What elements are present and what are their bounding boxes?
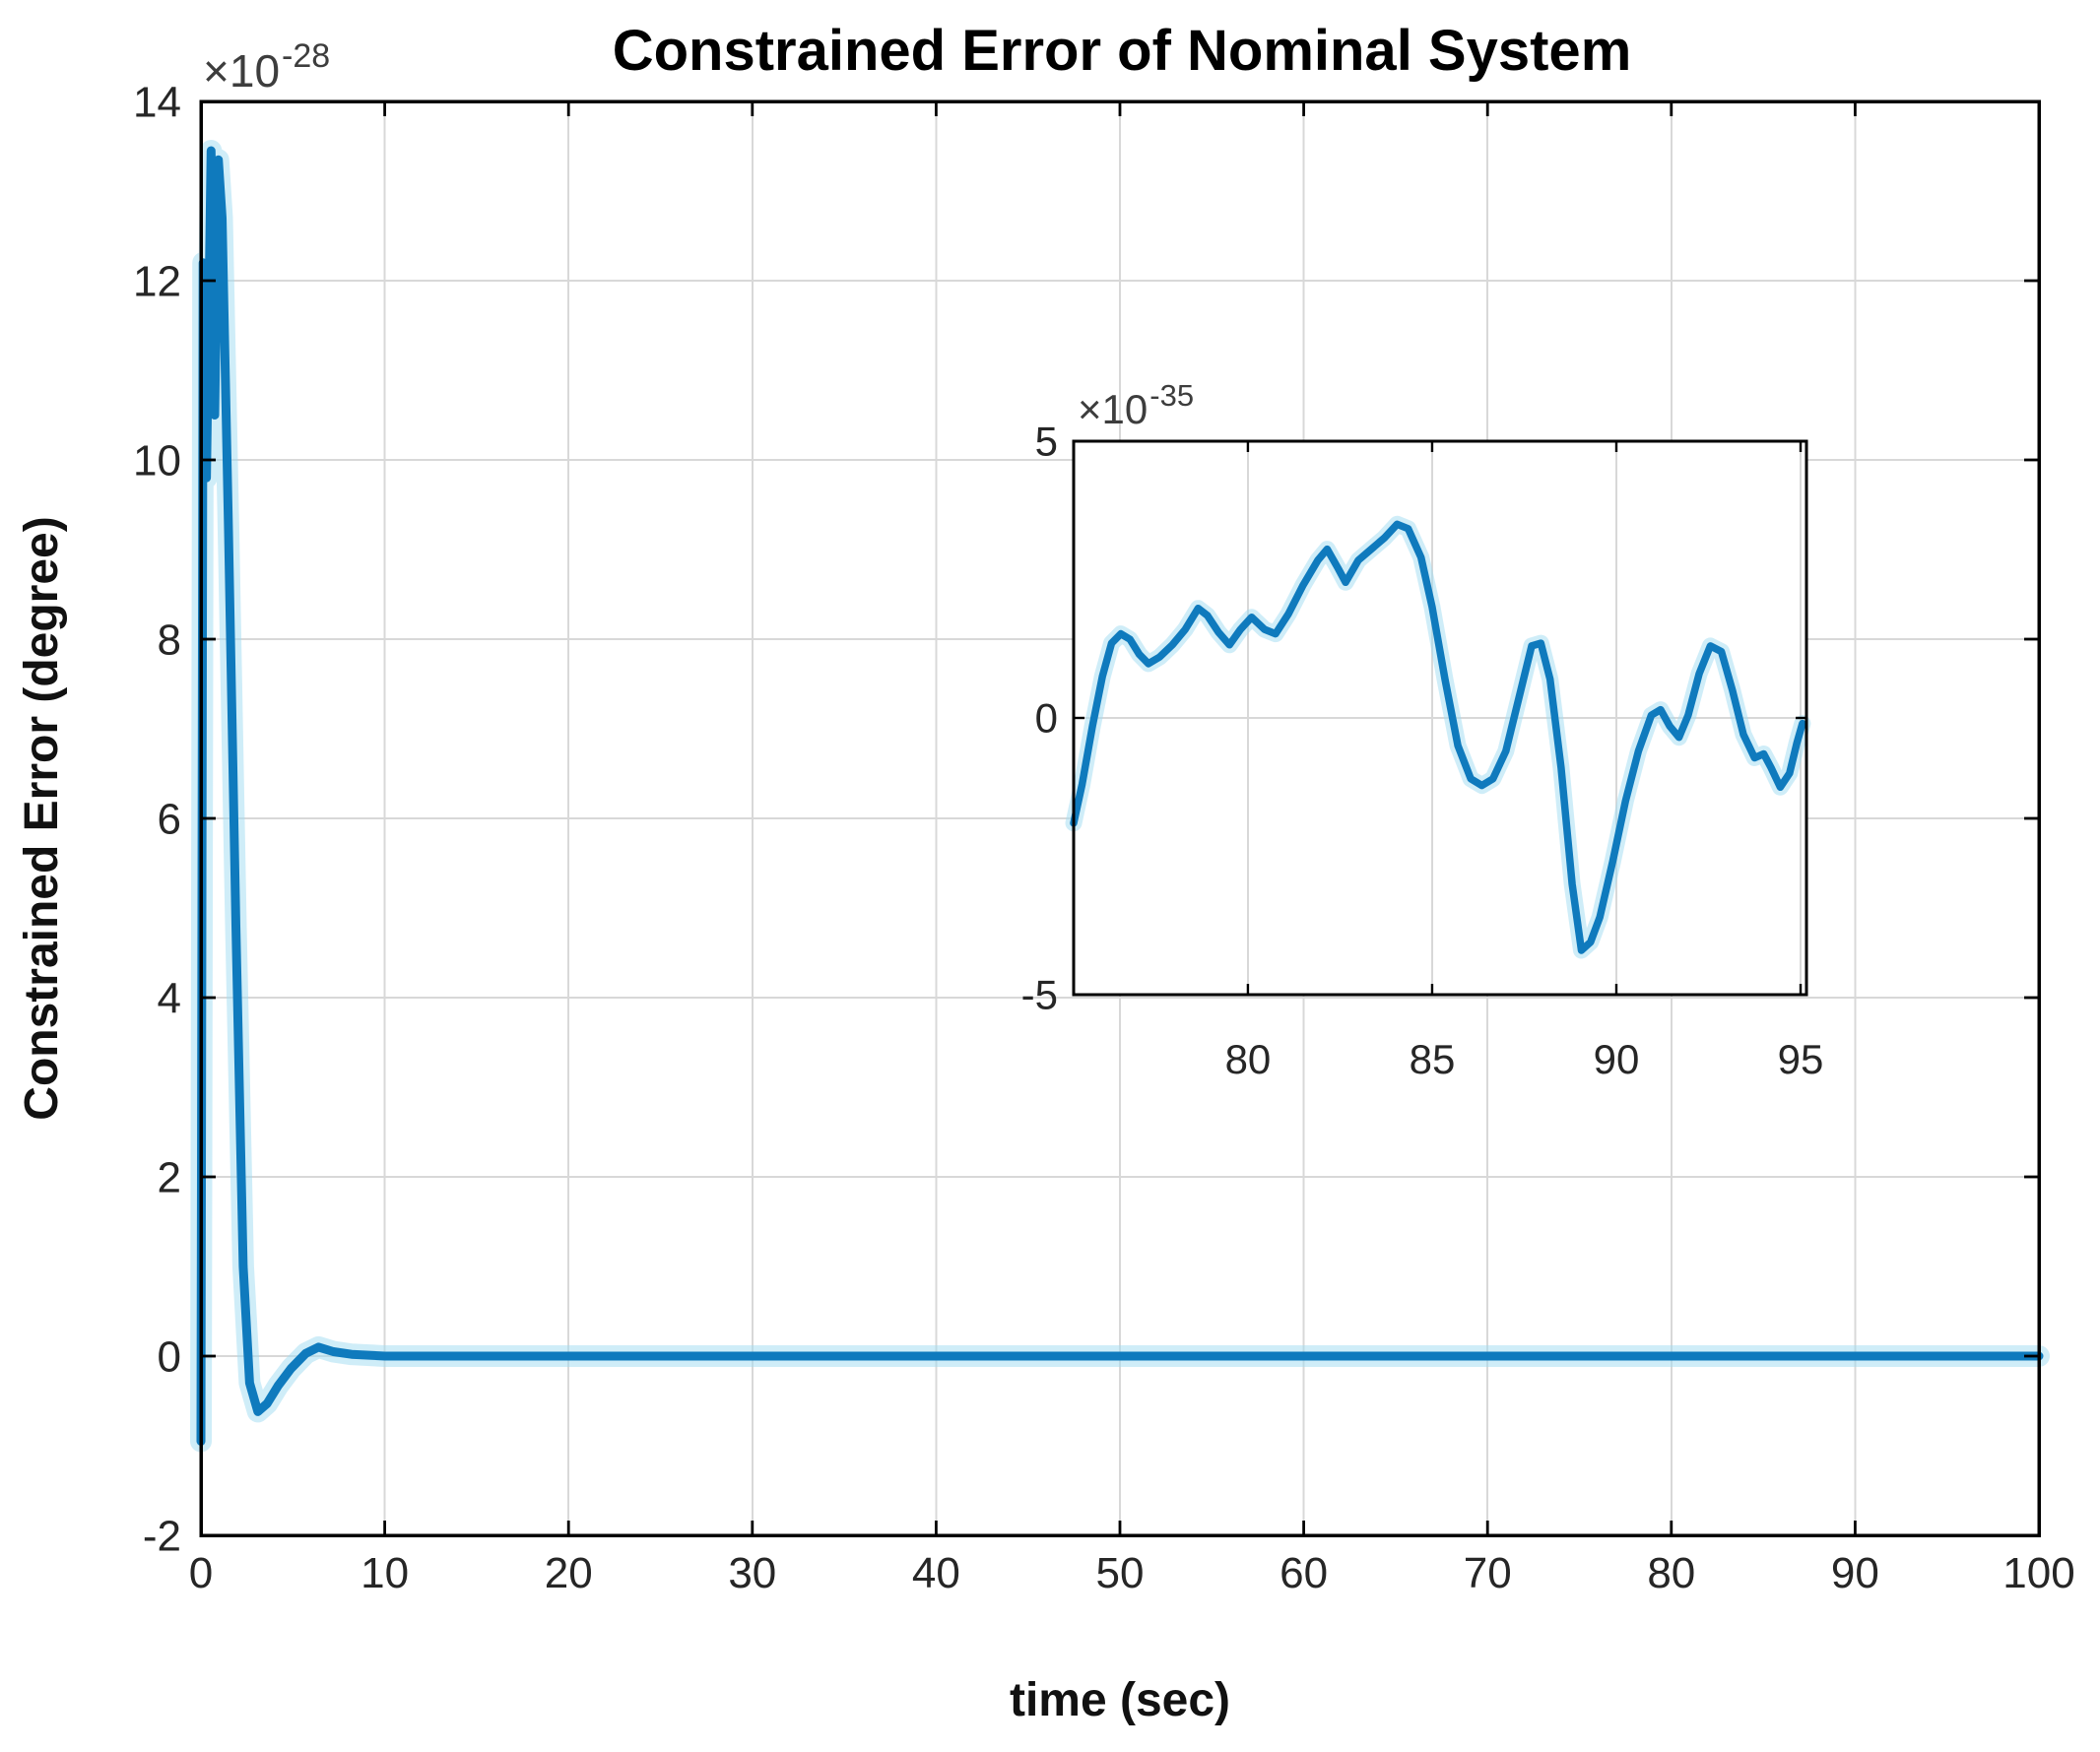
x-tick-label: 50 (1096, 1549, 1145, 1597)
series-line (1070, 520, 1806, 954)
y-axis-exponent-main: ×10-28 (203, 37, 330, 97)
inset-axes: 80 85 90 95 -5 0 5 (1021, 419, 1824, 1082)
y-tick-label: 12 (133, 257, 181, 305)
x-tick-label: 20 (545, 1549, 593, 1597)
exponent-power: -35 (1149, 378, 1194, 413)
x-tick-label: 30 (728, 1549, 776, 1597)
y-axis-exponent-inset: ×10-35 (1078, 378, 1194, 432)
y-tick-label: 0 (158, 1332, 181, 1381)
chart-title: Constrained Error of Nominal System (613, 19, 1632, 83)
y-tick-label: 14 (133, 78, 181, 126)
y-tick-label: 0 (1035, 695, 1058, 742)
x-tick-label: 0 (189, 1549, 213, 1597)
x-tick-label: 100 (2002, 1549, 2074, 1597)
y-tick-label: 6 (158, 795, 181, 843)
x-tick-label: 60 (1280, 1549, 1328, 1597)
y-tick-label: -2 (143, 1512, 181, 1560)
x-tick-label: 70 (1464, 1549, 1512, 1597)
y-axis-label: Constrained Error (degree) (16, 516, 68, 1120)
x-tick-label: 40 (912, 1549, 960, 1597)
y-tick-label: 5 (1035, 419, 1058, 465)
x-tick-label: 10 (361, 1549, 409, 1597)
y-tick-label: 2 (158, 1153, 181, 1201)
series-line (196, 146, 2044, 1446)
exponent-base: ×10 (1078, 386, 1148, 432)
x-axis-label: time (sec) (1010, 1674, 1230, 1726)
x-tick-label: 80 (1647, 1549, 1695, 1597)
y-tick-label: 4 (158, 974, 181, 1022)
x-tick-label: 80 (1225, 1036, 1272, 1082)
y-tick-label: 10 (133, 436, 181, 485)
x-tick-label: 95 (1778, 1036, 1824, 1082)
x-tick-label: 90 (1831, 1549, 1879, 1597)
x-tick-label: 85 (1410, 1036, 1456, 1082)
exponent-base: ×10 (203, 45, 280, 97)
exponent-power: -28 (282, 37, 330, 75)
y-tick-label: -5 (1021, 972, 1058, 1018)
y-tick-label: 8 (158, 616, 181, 664)
x-tick-label: 90 (1594, 1036, 1640, 1082)
